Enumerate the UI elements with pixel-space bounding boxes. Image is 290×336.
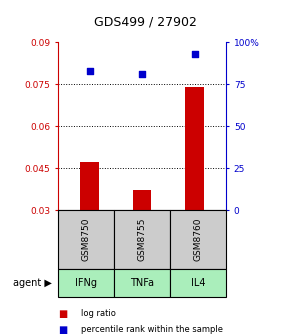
- Bar: [80, 162, 99, 210]
- Text: GSM8760: GSM8760: [194, 218, 203, 261]
- Point: [140, 71, 144, 77]
- Text: IFNg: IFNg: [75, 278, 97, 288]
- Text: GSM8750: GSM8750: [81, 218, 90, 261]
- Bar: [133, 191, 151, 210]
- Point: [87, 68, 92, 73]
- Bar: [186, 87, 204, 210]
- Text: ■: ■: [58, 325, 67, 335]
- Text: percentile rank within the sample: percentile rank within the sample: [81, 325, 223, 334]
- Text: GDS499 / 27902: GDS499 / 27902: [94, 15, 196, 28]
- Text: IL4: IL4: [191, 278, 205, 288]
- Point: [192, 51, 197, 56]
- Text: TNFa: TNFa: [130, 278, 154, 288]
- Text: GSM8755: GSM8755: [137, 218, 147, 261]
- Text: agent ▶: agent ▶: [13, 278, 52, 288]
- Text: ■: ■: [58, 309, 67, 319]
- Text: log ratio: log ratio: [81, 309, 116, 318]
